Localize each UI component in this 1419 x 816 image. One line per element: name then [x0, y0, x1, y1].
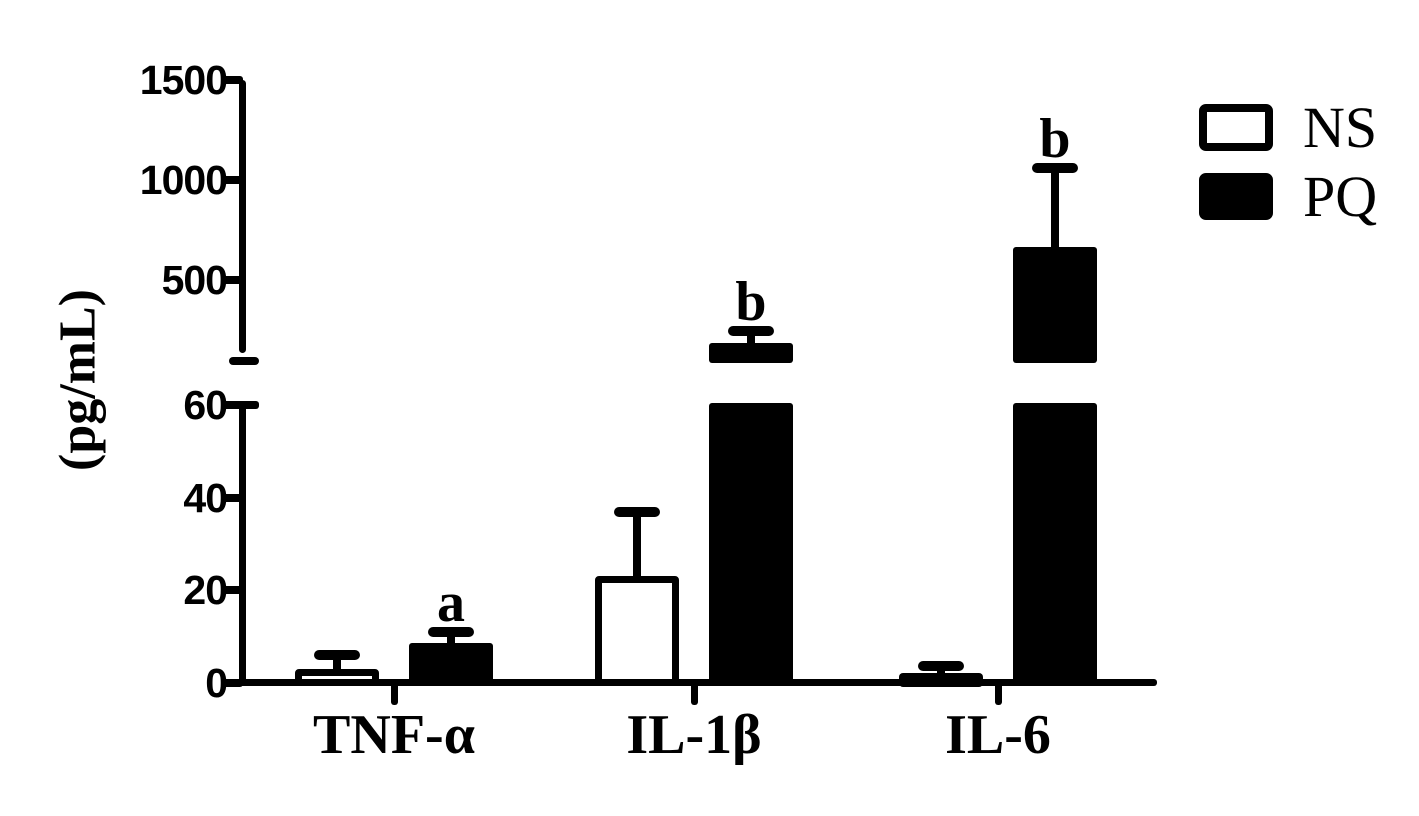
error-bar-stem [333, 654, 341, 671]
y-axis-upper-segment [239, 80, 246, 353]
legend-swatch-pq [1199, 173, 1273, 220]
error-bar-cap [1032, 163, 1078, 173]
x-tick [994, 683, 1002, 705]
error-bar-cap [614, 506, 660, 517]
error-bar-stem [747, 331, 755, 345]
axis-break-cap [229, 357, 259, 365]
bar-PQ-1-upper [709, 343, 793, 363]
error-bar-cap [428, 626, 474, 637]
y-tick-lower [221, 493, 243, 502]
significance-letter: b [735, 271, 767, 333]
legend-label-pq: PQ [1303, 164, 1378, 229]
y-tick-label-lower: 60 [183, 382, 228, 429]
error-bar-cap [314, 649, 360, 660]
error-bar-stem [447, 631, 455, 646]
significance-letter: b [1039, 108, 1071, 170]
y-tick-label-lower: 0 [205, 659, 228, 706]
y-tick-lower [221, 401, 259, 410]
legend-label-ns: NS [1303, 95, 1378, 160]
bar-PQ-0 [409, 643, 493, 686]
y-tick-lower [221, 678, 243, 687]
y-tick-lower [221, 586, 243, 595]
y-tick-label-lower: 20 [183, 567, 228, 614]
bar-PQ-2-upper [1013, 247, 1097, 363]
y-tick-label-upper: 1000 [139, 157, 228, 203]
y-tick-label-upper: 1500 [139, 57, 228, 103]
y-tick-upper [221, 176, 243, 184]
x-tick [690, 683, 698, 705]
legend-item-ns: NS [1199, 95, 1378, 160]
bar-PQ-2-lower [1013, 403, 1097, 686]
bar-NS-0 [295, 668, 379, 686]
bar-NS-1 [595, 576, 679, 686]
y-tick-upper [221, 276, 243, 284]
y-tick-label-upper: 500 [161, 257, 228, 303]
significance-letter: a [437, 571, 465, 634]
error-bar-cap [918, 661, 964, 672]
y-axis-lower-segment [239, 401, 246, 686]
y-tick-upper [221, 76, 243, 84]
error-bar-stem [633, 511, 641, 579]
x-category-label: IL-1β [626, 704, 762, 766]
x-category-label: IL-6 [945, 704, 1051, 766]
legend: NS PQ [1199, 95, 1378, 242]
error-bar-stem [1051, 168, 1059, 249]
x-category-label: TNF-α [313, 704, 475, 766]
y-axis-title: (pg/mL) [49, 289, 107, 471]
bar-NS-2 [899, 673, 983, 688]
y-tick-label-lower: 40 [183, 474, 228, 521]
bar-PQ-1-lower [709, 403, 793, 686]
legend-swatch-ns [1199, 104, 1273, 151]
legend-item-pq: PQ [1199, 164, 1378, 229]
error-bar-cap [728, 326, 774, 336]
x-tick [390, 683, 398, 705]
x-axis-line [234, 679, 1157, 686]
